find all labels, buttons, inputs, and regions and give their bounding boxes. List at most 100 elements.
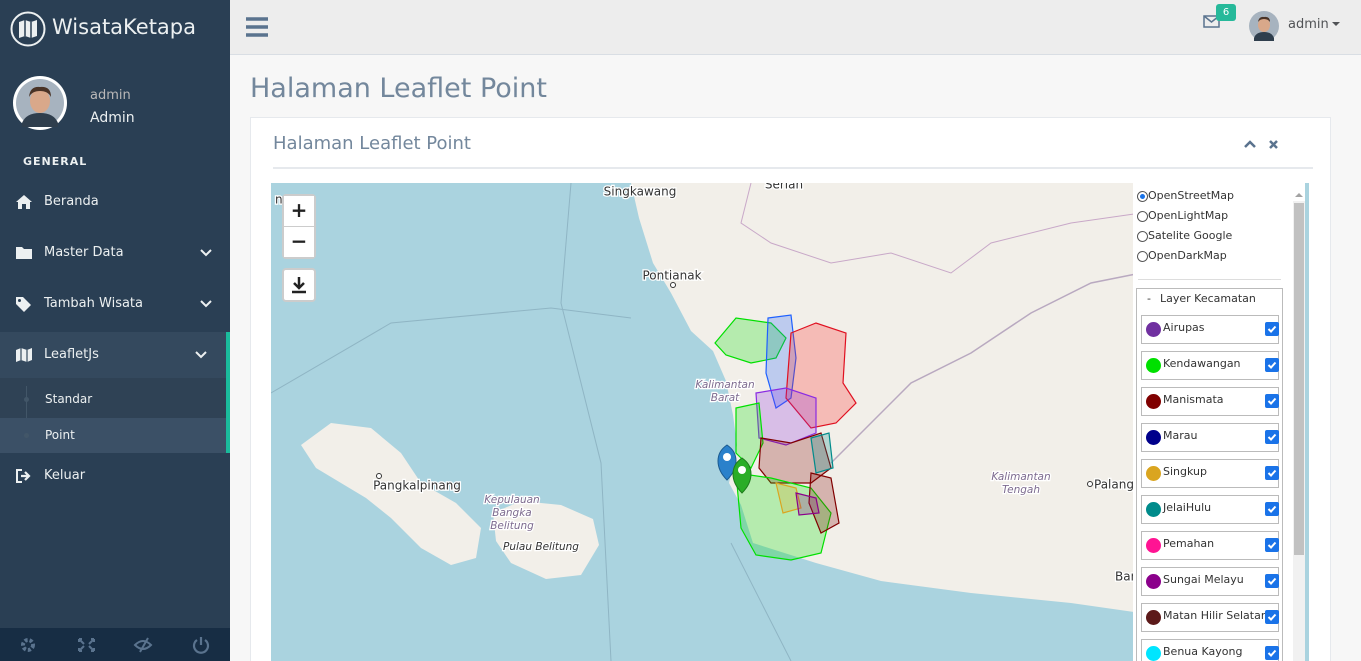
check-path [1267, 613, 1277, 621]
submenu-label: Standar [45, 392, 93, 406]
base-layer-label: OpenLightMap [1148, 209, 1229, 222]
check-mark [1267, 325, 1277, 333]
legend-swatch [1146, 322, 1161, 337]
submenu-item[interactable]: Point [0, 418, 226, 453]
icon-folder [16, 247, 32, 259]
kecamatan-polygons [714, 314, 857, 561]
menu-item[interactable]: Tambah Wisata [0, 279, 230, 329]
user-avatar[interactable] [1249, 11, 1279, 41]
topbar: 6 admin [230, 0, 1361, 55]
overlay-item[interactable]: Benua Kayong [1141, 639, 1279, 661]
submenu-item[interactable]: Standar [0, 382, 226, 417]
city-dot [1087, 481, 1093, 487]
overlay-item[interactable]: Marau [1141, 423, 1279, 452]
overlay-label: Marau [1163, 429, 1198, 442]
marker[interactable] [732, 457, 752, 494]
brand[interactable]: WisataKetapa [52, 15, 196, 39]
check-path [1267, 469, 1277, 477]
menu-section: GENERAL [23, 155, 88, 168]
check-mark [1267, 541, 1277, 549]
overlay-item[interactable]: JelaiHulu [1141, 495, 1279, 524]
map-label: Pulau Belitung [503, 541, 579, 553]
menu-toggle[interactable] [245, 16, 269, 38]
checkbox[interactable] [1265, 466, 1279, 480]
overlay-item[interactable]: Kendawangan [1141, 351, 1279, 380]
check-path [1267, 577, 1277, 585]
menu-label: Tambah Wisata [44, 296, 143, 311]
overlay-item[interactable]: Pemahan [1141, 531, 1279, 560]
check-path [1267, 505, 1277, 513]
map-label: Singkawang [604, 185, 677, 199]
checkbox[interactable] [1265, 646, 1279, 660]
menu-item[interactable]: LeafletJs [0, 330, 230, 380]
land [631, 183, 1141, 613]
marker-dot [738, 466, 746, 474]
border [740, 183, 1142, 274]
map-canvas[interactable]: ngSerianSingkawangPontianakKalimantanBar… [271, 183, 1309, 661]
notification-badge: 6 [1216, 4, 1236, 21]
checkbox[interactable] [1265, 394, 1279, 408]
group-toggle[interactable]: - [1147, 292, 1151, 305]
overlay-item[interactable]: Matan Hilir Selatan [1141, 603, 1279, 632]
panel-tools[interactable] [1243, 138, 1283, 152]
base-layer-label: OpenDarkMap [1148, 249, 1227, 262]
checkbox[interactable] [1265, 430, 1279, 444]
checkbox[interactable] [1265, 502, 1279, 516]
zoom-in[interactable]: + [284, 196, 314, 227]
overlay-label: Sungai Melayu [1163, 573, 1244, 586]
check-mark [1267, 577, 1277, 585]
overlay-label: JelaiHulu [1163, 501, 1212, 514]
menu-item[interactable]: Master Data [0, 228, 230, 278]
checkbox[interactable] [1265, 574, 1279, 588]
map-label: Serian [765, 183, 803, 192]
island [301, 423, 481, 565]
map-label: Kalimantan [695, 379, 754, 391]
icon-logout [16, 469, 31, 483]
checkbox[interactable] [1265, 322, 1279, 336]
scrollbar-thumb[interactable] [1294, 203, 1304, 555]
icon-download [292, 277, 306, 294]
chevron [200, 300, 212, 308]
map-label: Tengah [1002, 484, 1040, 496]
checkbox[interactable] [1265, 538, 1279, 552]
panel-divider [273, 167, 1313, 169]
menu-item[interactable]: Beranda [0, 177, 230, 227]
map-label: Pangkalpinang [373, 479, 461, 493]
scroll-up[interactable] [1294, 191, 1304, 199]
checkbox[interactable] [1265, 610, 1279, 624]
icon-tags [16, 297, 31, 312]
overlay-group-title[interactable]: Layer Kecamatan [1160, 292, 1256, 305]
check-mark [1267, 649, 1277, 657]
map-label: Belitung [490, 520, 534, 532]
legend-swatch [1146, 394, 1161, 409]
check-path [1267, 397, 1277, 405]
overlay-item[interactable]: Airupas [1141, 315, 1279, 344]
footer-icons[interactable] [0, 628, 230, 661]
map-label: Barat [711, 392, 740, 404]
overlay-label: Matan Hilir Selatan [1163, 609, 1268, 622]
overlay-label: Kendawangan [1163, 357, 1241, 370]
icon-map [16, 348, 32, 362]
user-name[interactable]: admin [1288, 17, 1329, 32]
base-layer-label: Satelite Google [1148, 229, 1233, 242]
zoom-out[interactable]: − [284, 227, 314, 257]
island [493, 501, 599, 579]
checkbox[interactable] [1265, 358, 1279, 372]
overlay-label: Airupas [1163, 321, 1205, 334]
chevron [195, 351, 207, 359]
icon-home [16, 195, 32, 209]
menu-item[interactable]: Keluar [0, 451, 230, 501]
bullet [24, 397, 29, 402]
radio [1137, 231, 1148, 242]
overlay-item[interactable]: Sungai Melayu [1141, 567, 1279, 596]
legend-swatch [1146, 538, 1161, 553]
radio [1137, 251, 1148, 262]
separator [1138, 279, 1281, 280]
download-button[interactable] [282, 268, 316, 302]
overlay-item[interactable]: Manismata [1141, 387, 1279, 416]
overlay-item[interactable]: Singkup [1141, 459, 1279, 488]
check-mark [1267, 397, 1277, 405]
sidebar-footer [0, 628, 230, 661]
radio [1137, 191, 1148, 202]
